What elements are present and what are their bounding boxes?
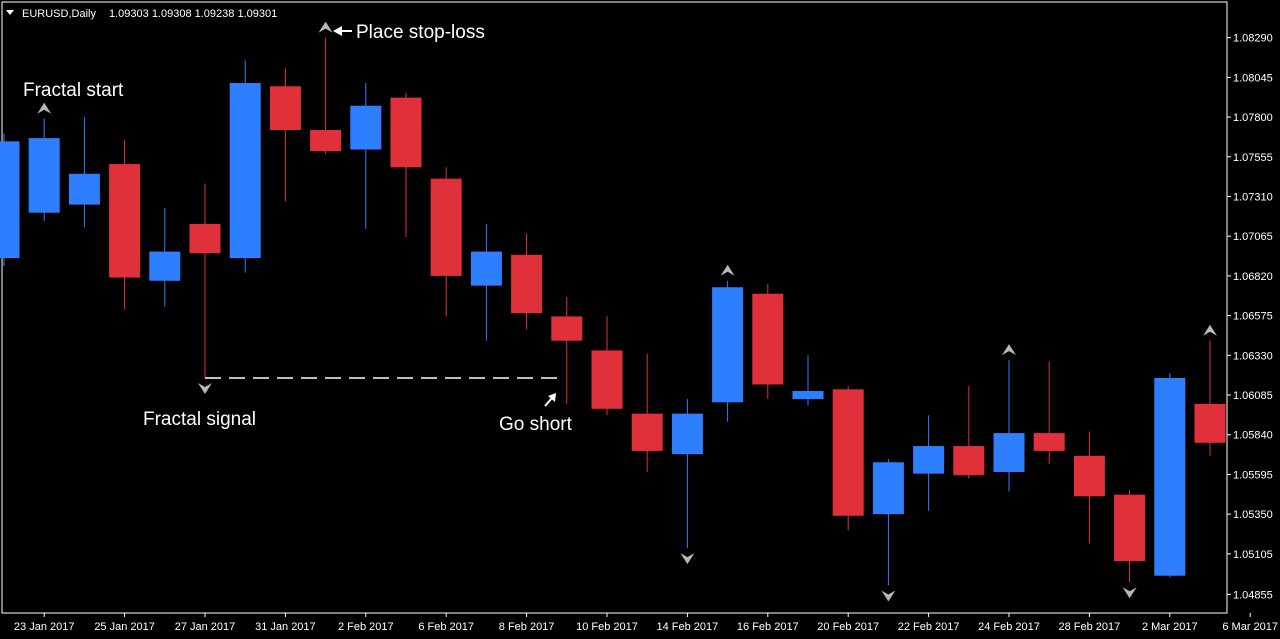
y-tick-label: 1.07310 xyxy=(1233,191,1273,203)
candle-body xyxy=(229,83,261,259)
candle-body xyxy=(390,97,422,168)
x-tick-label: 20 Feb 2017 xyxy=(817,621,879,633)
y-tick-label: 1.06085 xyxy=(1233,390,1273,402)
candle-body xyxy=(470,251,502,286)
symbol-label[interactable]: EURUSD,Daily xyxy=(22,8,96,20)
axes: 1.04855 1.05105 1.05350 1.05595 1.05840 1.060… xyxy=(14,33,1278,633)
candle-body xyxy=(993,433,1025,472)
candle-body xyxy=(1154,378,1186,576)
x-tick-label: 27 Jan 2017 xyxy=(175,621,236,633)
y-tick-label: 1.08045 xyxy=(1233,72,1273,84)
x-tick-label: 2 Mar 2017 xyxy=(1142,621,1198,633)
candle-body xyxy=(631,413,663,451)
fractal-down-icon xyxy=(198,383,212,394)
x-tick-label: 28 Feb 2017 xyxy=(1059,621,1121,633)
candle-body xyxy=(1194,403,1226,443)
annotation-fractal-start: Fractal start xyxy=(23,80,124,101)
annotation-place-stop-loss: Place stop-loss xyxy=(356,22,485,43)
candle-body xyxy=(551,316,583,341)
fractal-down-icon xyxy=(881,590,896,602)
candle-body xyxy=(953,446,985,476)
y-tick-label: 1.04855 xyxy=(1233,589,1273,601)
candle-body xyxy=(189,224,221,254)
x-tick-label: 10 Feb 2017 xyxy=(576,621,638,633)
candles xyxy=(0,37,1226,586)
x-tick-label: 2 Feb 2017 xyxy=(338,621,394,633)
fractal-up-icon xyxy=(318,21,333,33)
candle-body xyxy=(712,287,744,403)
candle-body xyxy=(1114,494,1146,562)
fractal-up-icon xyxy=(1203,324,1217,336)
y-tick-label: 1.07065 xyxy=(1233,231,1273,243)
y-tick-label: 1.05105 xyxy=(1233,549,1273,561)
y-tick-label: 1.05840 xyxy=(1233,430,1273,442)
y-tick-label: 1.08290 xyxy=(1233,33,1273,45)
fractal-markers xyxy=(37,21,1217,602)
x-tick-label: 8 Feb 2017 xyxy=(499,621,555,633)
candle-body xyxy=(752,293,784,385)
candle-body xyxy=(671,413,703,455)
candle-body xyxy=(832,389,864,516)
candle-body xyxy=(310,130,342,152)
candle-body xyxy=(350,105,382,150)
arrow-up-right-icon xyxy=(544,393,556,407)
y-tick-label: 1.05595 xyxy=(1233,469,1273,481)
x-tick-label: 23 Jan 2017 xyxy=(14,621,75,633)
fractal-up-icon xyxy=(720,264,735,276)
annotation-go-short: Go short xyxy=(499,414,573,435)
fractal-up-icon xyxy=(37,102,52,114)
x-tick-label: 14 Feb 2017 xyxy=(657,621,719,633)
x-tick-label: 31 Jan 2017 xyxy=(255,621,316,633)
candle-body xyxy=(792,390,824,400)
y-tick-label: 1.06820 xyxy=(1233,271,1273,283)
fractal-down-icon xyxy=(680,553,695,565)
x-tick-label: 16 Feb 2017 xyxy=(737,621,799,633)
x-tick-label: 22 Feb 2017 xyxy=(898,621,960,633)
ohlc-readout: 1.09303 1.09308 1.09238 1.09301 xyxy=(109,8,277,20)
y-tick-label: 1.06330 xyxy=(1233,350,1273,362)
candle-body xyxy=(0,141,20,259)
candle-body xyxy=(68,173,100,205)
candle-body xyxy=(872,462,904,515)
candle-body xyxy=(430,178,462,276)
fractal-down-icon xyxy=(1122,587,1137,599)
y-tick-label: 1.07555 xyxy=(1233,152,1273,164)
x-tick-label: 6 Mar 2017 xyxy=(1222,621,1278,633)
candle-body xyxy=(1073,455,1105,497)
x-tick-label: 6 Feb 2017 xyxy=(418,621,474,633)
arrow-left-icon xyxy=(333,26,352,36)
plot-frame xyxy=(1,1,1228,614)
y-tick-label: 1.07800 xyxy=(1233,112,1273,124)
y-tick-label: 1.06575 xyxy=(1233,311,1273,323)
candle-body xyxy=(28,138,60,213)
candle-body xyxy=(149,251,181,281)
candle-body xyxy=(1033,433,1065,451)
candle-body xyxy=(269,86,301,131)
fractal-up-icon xyxy=(1002,344,1016,356)
candle-body xyxy=(511,254,543,314)
x-tick-label: 25 Jan 2017 xyxy=(94,621,155,633)
annotation-fractal-signal: Fractal signal xyxy=(143,409,256,430)
x-tick-label: 24 Feb 2017 xyxy=(978,621,1040,633)
candle-body xyxy=(591,350,623,409)
candle-body xyxy=(109,164,141,278)
y-tick-label: 1.05350 xyxy=(1233,509,1273,521)
candle-body xyxy=(913,446,945,474)
symbol-dropdown-icon[interactable] xyxy=(6,10,14,15)
